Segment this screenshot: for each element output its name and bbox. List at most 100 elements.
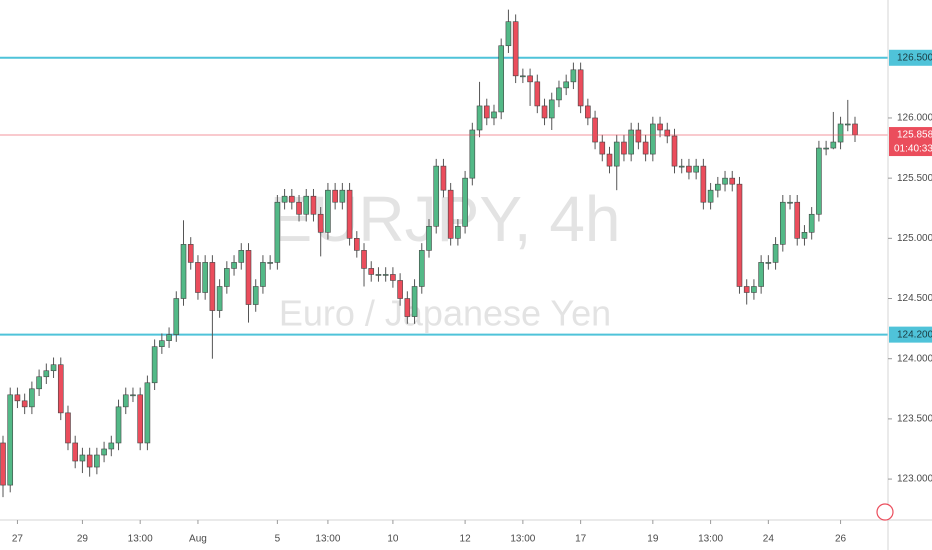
level-tag [889, 49, 932, 66]
candle-body [816, 147, 822, 215]
candle-body [65, 412, 71, 444]
candle-body [693, 165, 699, 173]
y-tick-label: 123.000 [897, 474, 932, 485]
candle-body [743, 286, 750, 293]
candle-body [772, 244, 779, 263]
x-tick-label: 10 [387, 534, 399, 545]
candle-body [397, 280, 403, 299]
candle-body [585, 105, 591, 119]
x-tick-label: 13:00 [510, 534, 535, 545]
candle-body [823, 147, 829, 150]
candle-body [303, 195, 310, 215]
candle-body [411, 286, 418, 317]
candle-body [801, 232, 808, 239]
x-tick-label: 17 [575, 534, 587, 545]
last-price-label: 125.858 [897, 130, 932, 141]
candle-body [166, 334, 172, 341]
candle-body [332, 189, 338, 203]
candle-body [310, 195, 317, 215]
candle-body [418, 250, 425, 287]
level-tag-label: 126.500 [897, 52, 932, 63]
candle-body [469, 129, 476, 179]
candle-body [577, 69, 584, 107]
candle-body [224, 268, 230, 287]
x-tick-label: 13:00 [315, 534, 340, 545]
last-price-tag [889, 127, 932, 157]
candle-body [707, 189, 714, 203]
candle-body [462, 177, 468, 227]
candle-body [715, 183, 721, 191]
plot-area [0, 9, 888, 498]
candle-body [779, 201, 786, 245]
candle-body [751, 286, 757, 293]
candle-body [21, 400, 28, 408]
candle-body [657, 123, 663, 131]
x-tick-label: 13:00 [128, 534, 153, 545]
x-tick-label: 13:00 [698, 534, 723, 545]
candle-body [844, 123, 851, 126]
candle-body [570, 69, 577, 83]
candle-body [628, 129, 634, 155]
candle-body [830, 141, 837, 149]
candle-body [382, 274, 389, 276]
candle-body [375, 274, 382, 276]
candle-body [317, 213, 324, 233]
candle-body [86, 454, 93, 468]
candle-body [260, 262, 266, 287]
candle-body [592, 117, 598, 143]
level-tag-label: 124.200 [897, 329, 932, 340]
candle-body [635, 129, 642, 143]
candle-body [642, 141, 649, 155]
candle-body [520, 75, 526, 78]
candle-body [137, 394, 143, 444]
candle-body [686, 165, 692, 173]
settings-icon[interactable] [876, 503, 894, 521]
candle-body [0, 442, 6, 486]
candle-body [599, 141, 606, 155]
candle-body [7, 394, 14, 486]
candle-body [476, 105, 483, 131]
candle-body [151, 346, 158, 384]
candle-body [512, 21, 519, 77]
candle-body [548, 99, 555, 119]
candle-body [527, 75, 533, 83]
candle-body [325, 189, 331, 233]
candle-body [36, 376, 42, 390]
candle-body [563, 81, 569, 89]
candle-body [57, 364, 64, 414]
candle-body [765, 262, 772, 264]
candle-body [50, 364, 57, 372]
candle-body [122, 394, 129, 408]
candle-body [231, 262, 237, 269]
candle-body [787, 201, 793, 204]
candle-body [202, 262, 208, 293]
candle-body [447, 189, 454, 239]
candle-body [678, 165, 685, 168]
candle-body [361, 250, 367, 269]
candle-body [433, 165, 440, 227]
candle-body [621, 141, 627, 155]
candle-body [664, 129, 671, 137]
x-tick-label: 5 [275, 534, 281, 545]
candle-body [281, 195, 288, 203]
x-tick-label: 19 [647, 534, 659, 545]
candle-body [159, 340, 165, 347]
y-tick-label: 123.500 [897, 414, 932, 425]
level-tag [889, 326, 932, 343]
candle-body [339, 189, 346, 203]
candle-body [556, 87, 562, 101]
watermark-description: Euro / Japanese Yen [279, 293, 611, 334]
x-tick-label: 12 [460, 534, 472, 545]
candle-body [238, 250, 245, 263]
x-tick-label: 26 [835, 534, 847, 545]
candle-body [289, 195, 295, 203]
candle-body [101, 448, 107, 456]
candle-body [79, 454, 86, 462]
candle-body [187, 244, 194, 263]
candle-body [505, 21, 512, 47]
candle-body [837, 123, 844, 143]
candle-body [758, 262, 764, 287]
candle-body [173, 298, 180, 335]
